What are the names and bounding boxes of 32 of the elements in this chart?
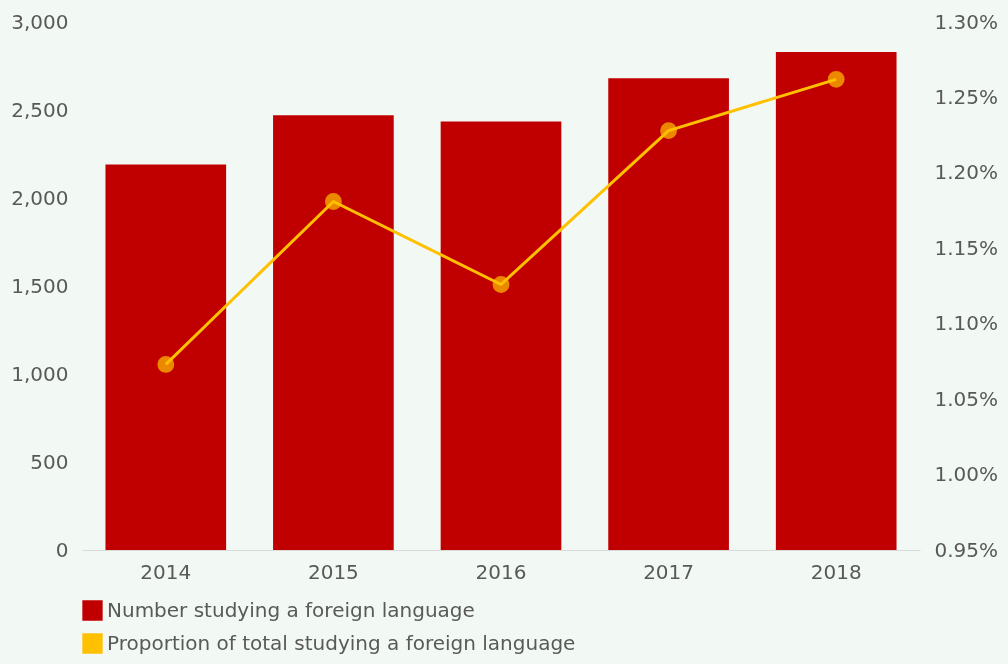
y2-tick-label: 1.10% <box>934 311 999 336</box>
point <box>492 276 510 293</box>
point <box>157 356 175 373</box>
y-tick-label: 3,000 <box>11 9 69 34</box>
bar <box>608 78 729 550</box>
y-tick-label: 0 <box>55 537 69 562</box>
y-tick-label: 500 <box>30 449 69 474</box>
x-tick-label: 2015 <box>307 559 359 584</box>
bar <box>105 164 227 550</box>
legend-label: Proportion of total studying a foreign language <box>107 630 576 655</box>
y-tick-label: 1,000 <box>11 361 69 386</box>
point <box>660 122 678 140</box>
y-tick-label: 2,500 <box>11 97 69 122</box>
x-tick-label: 2016 <box>475 559 527 584</box>
y2-tick-label: 1.25% <box>934 84 999 109</box>
y2-tick-label: 1.20% <box>934 160 999 185</box>
point <box>827 70 845 88</box>
x-tick-label: 2014 <box>140 559 192 584</box>
bar <box>273 115 394 550</box>
y-tick-label: 1,500 <box>11 273 69 298</box>
x-tick-label: 2017 <box>643 559 695 584</box>
x-tick-label: 2018 <box>810 559 862 584</box>
bar <box>440 121 562 550</box>
legend-label: Number studying a foreign language <box>107 597 475 622</box>
y2-tick-label: 1.30% <box>934 9 999 34</box>
y-tick-label: 2,000 <box>11 185 69 210</box>
bar <box>775 51 897 550</box>
y2-tick-label: 1.00% <box>934 462 999 487</box>
y2-tick-label: 1.15% <box>934 235 999 260</box>
y2-tick-label: 1.05% <box>934 386 999 411</box>
y2-tick-label: 0.95% <box>934 537 999 562</box>
point <box>324 193 342 210</box>
